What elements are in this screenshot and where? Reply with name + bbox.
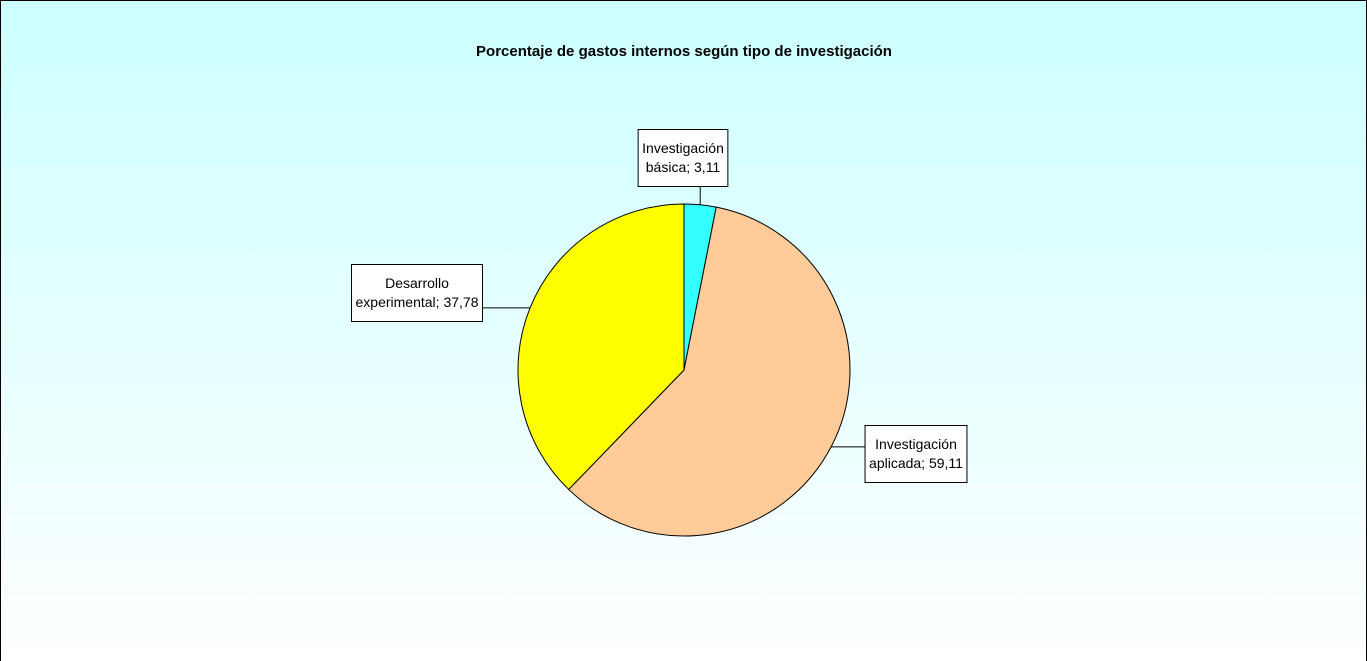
label-text: Desarrollo experimental; 37,78 (356, 275, 479, 310)
label-line: Investigación (642, 140, 724, 156)
label-box (864, 425, 968, 483)
label-line: Investigación (875, 436, 957, 452)
label-line: Desarrollo (385, 275, 449, 291)
data-label: Investigación básica; 3,11 (637, 129, 729, 187)
label-box (351, 264, 483, 322)
label-line: experimental; 37,78 (356, 294, 479, 310)
label-text: Investigación aplicada; 59,11 (869, 436, 963, 471)
label-text: Investigación básica; 3,11 (642, 140, 724, 175)
data-label: Desarrollo experimental; 37,78 (351, 264, 483, 322)
label-line: básica; 3,11 (646, 159, 721, 175)
pie-slice (517, 203, 685, 491)
label-line: aplicada; 59,11 (869, 455, 963, 471)
label-box (637, 129, 729, 187)
data-label: Investigación aplicada; 59,11 (864, 425, 968, 483)
chart-title: Porcentaje de gastos internos según tipo… (476, 43, 892, 60)
pie-slice (567, 206, 851, 537)
